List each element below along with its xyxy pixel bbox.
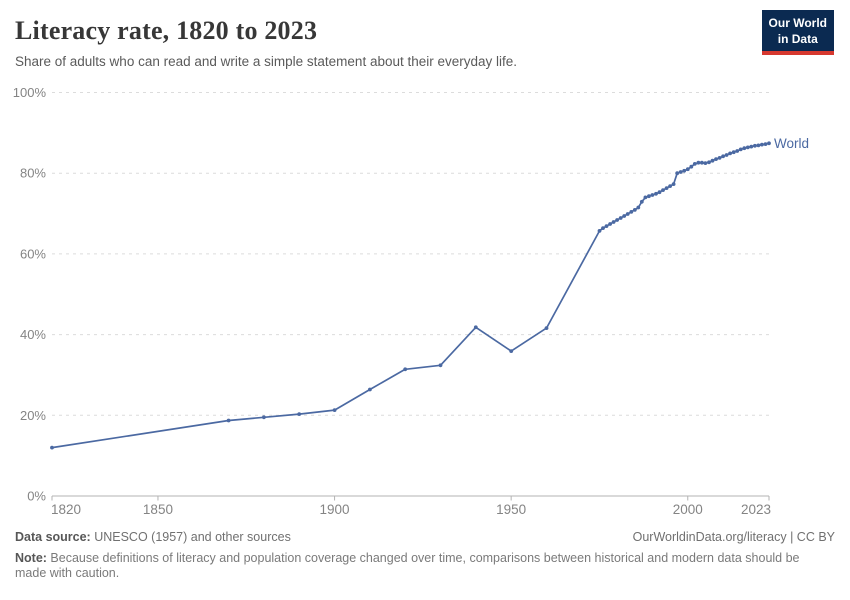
data-point[interactable] [714, 157, 718, 162]
data-point[interactable] [664, 186, 669, 191]
data-point[interactable] [438, 363, 443, 368]
data-point[interactable] [703, 161, 708, 166]
footer-source-row: Data source: UNESCO (1957) and other sou… [15, 530, 835, 544]
chart-subtitle: Share of adults who can read and write a… [15, 54, 518, 69]
data-point[interactable] [608, 222, 612, 226]
data-point[interactable] [760, 142, 764, 147]
data-point[interactable] [682, 168, 687, 173]
data-point[interactable] [615, 218, 619, 222]
data-point[interactable] [738, 147, 743, 152]
data-point[interactable] [297, 412, 302, 416]
data-point[interactable] [639, 199, 644, 204]
x-tick-label: 2023 [741, 502, 771, 517]
data-point[interactable] [509, 349, 514, 353]
data-point[interactable] [745, 145, 750, 150]
footer-source-text: UNESCO (1957) and other sources [90, 530, 291, 544]
data-point[interactable] [700, 160, 704, 165]
footer-note: Note: Because definitions of literacy an… [15, 551, 827, 581]
x-tick-label: 1950 [496, 502, 526, 517]
data-point[interactable] [685, 167, 690, 172]
data-point[interactable] [721, 154, 725, 159]
y-tick-label: 40% [20, 327, 46, 342]
data-point[interactable] [728, 151, 732, 156]
data-point[interactable] [767, 141, 771, 146]
owid-logo-line1: Our World [768, 16, 827, 30]
data-point[interactable] [618, 216, 623, 220]
data-point[interactable] [692, 162, 697, 166]
data-point[interactable] [368, 387, 372, 392]
series-label-world[interactable]: World [774, 136, 810, 151]
data-point[interactable] [50, 445, 54, 450]
footer-link[interactable]: OurWorldinData.org/literacy | CC BY [632, 530, 835, 544]
data-point[interactable] [710, 158, 715, 163]
x-tick-label: 1850 [143, 502, 173, 517]
data-point[interactable] [622, 214, 627, 218]
data-point[interactable] [707, 160, 711, 165]
x-tick-label: 1820 [51, 502, 81, 517]
data-point[interactable] [724, 153, 729, 157]
data-point[interactable] [226, 418, 231, 423]
data-point[interactable] [632, 208, 637, 212]
data-point[interactable] [668, 184, 672, 189]
data-point[interactable] [675, 171, 680, 176]
data-point[interactable] [689, 164, 694, 169]
chart-footer: Data source: UNESCO (1957) and other sou… [15, 530, 835, 581]
data-point[interactable] [756, 143, 761, 148]
y-tick-label: 0% [27, 489, 46, 504]
owid-logo-line2: in Data [777, 31, 818, 46]
data-point[interactable] [717, 156, 722, 160]
page-title: Literacy rate, 1820 to 2023 [15, 16, 318, 45]
data-point[interactable] [544, 326, 549, 330]
footer-source: Data source: UNESCO (1957) and other sou… [15, 530, 291, 544]
owid-logo[interactable]: Our World in Data [761, 10, 834, 56]
data-point[interactable] [604, 224, 609, 229]
data-point[interactable] [262, 415, 266, 420]
data-point[interactable] [629, 210, 634, 214]
x-tick-label: 1900 [320, 502, 350, 517]
footer-source-label: Data source: [15, 530, 91, 544]
data-point[interactable] [735, 149, 740, 153]
y-tick-label: 20% [20, 408, 46, 423]
data-point[interactable] [661, 188, 665, 193]
data-point[interactable] [678, 170, 683, 174]
data-point[interactable] [753, 143, 757, 148]
data-point[interactable] [657, 190, 662, 195]
data-point[interactable] [650, 193, 655, 197]
data-point[interactable] [647, 194, 651, 199]
data-point[interactable] [597, 229, 602, 233]
y-tick-label: 60% [20, 246, 46, 261]
data-point[interactable] [611, 220, 616, 224]
data-point[interactable] [742, 146, 747, 151]
footer-note-text: Because definitions of literacy and popu… [15, 551, 800, 580]
data-point[interactable] [403, 367, 408, 372]
data-point[interactable] [332, 408, 337, 412]
data-point[interactable] [654, 191, 658, 196]
y-tick-label: 80% [20, 166, 46, 181]
data-point[interactable] [763, 142, 768, 147]
data-point[interactable] [625, 212, 630, 216]
data-point[interactable] [473, 325, 478, 330]
data-point[interactable] [643, 195, 648, 200]
footer-note-label: Note: [15, 551, 47, 565]
x-tick-label: 2000 [673, 502, 703, 517]
data-point[interactable] [636, 205, 641, 210]
series-line-world [51, 142, 770, 449]
data-point[interactable] [696, 160, 701, 165]
data-point[interactable] [749, 144, 754, 149]
y-tick-label: 100% [13, 85, 47, 100]
data-point[interactable] [671, 182, 676, 187]
data-point[interactable] [731, 150, 736, 155]
data-point[interactable] [601, 226, 605, 231]
